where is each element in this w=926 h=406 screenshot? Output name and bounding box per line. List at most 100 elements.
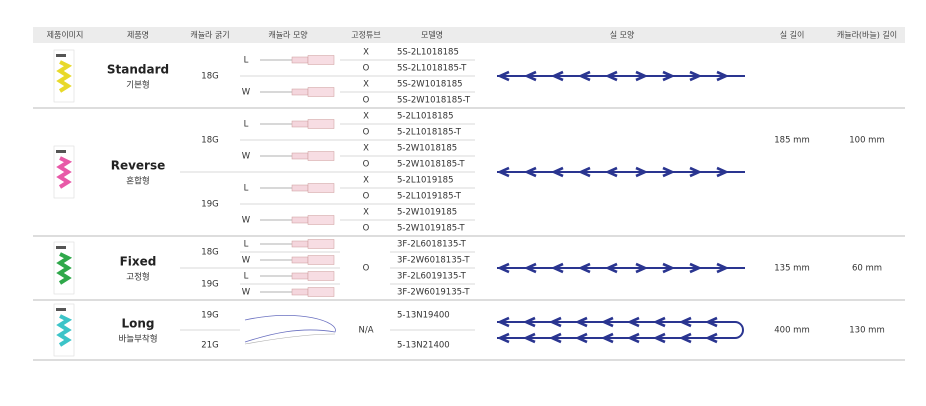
thread-barb <box>496 316 510 328</box>
header-cell: 제품이미지 <box>47 30 84 40</box>
header-cell: 모델명 <box>421 30 443 40</box>
cannula-hub <box>291 184 309 192</box>
model-cell: 3F-2L6018135-T <box>397 240 467 250</box>
gauge-cell: 19G <box>201 280 218 290</box>
product-type: 고정형 <box>126 272 149 283</box>
tube-cell: X <box>363 144 369 154</box>
cannula-grip <box>307 255 335 265</box>
thread-barb <box>496 262 510 274</box>
model-cell: 5-2W1018185 <box>397 144 457 154</box>
thread-barb <box>662 70 676 82</box>
cannula-hub <box>291 272 309 280</box>
shape-cell: W <box>242 88 251 98</box>
thread-barb <box>550 166 564 178</box>
model-cell: 5S-2L1018185-T <box>397 64 467 74</box>
thread-barb <box>577 70 591 82</box>
cannula-length: 130 mm <box>849 326 885 336</box>
cannula-curve <box>244 333 336 345</box>
thread-barb <box>577 262 591 274</box>
thread-barb <box>604 166 618 178</box>
thread-barb <box>522 332 536 344</box>
thread-barb <box>635 166 649 178</box>
thread-barb <box>635 70 649 82</box>
header-cell: 캐뉼라 모양 <box>268 31 308 40</box>
tube-cell: O <box>363 160 370 170</box>
tube-cell: X <box>363 112 369 122</box>
header-cell: 캐뉼라 굵기 <box>190 31 229 40</box>
product-type: 바늘부착형 <box>118 334 157 345</box>
cannula-hub <box>291 240 309 248</box>
model-cell: 5-13N21400 <box>397 341 450 351</box>
model-cell: 5S-2W1018185-T <box>397 96 471 106</box>
product-type: 기본형 <box>126 81 149 91</box>
shape-cell: W <box>242 288 251 298</box>
cannula-hub <box>291 256 309 264</box>
tube-cell: O <box>363 264 370 274</box>
product-name: Reverse <box>111 159 166 173</box>
thread-barb <box>662 166 676 178</box>
shape-cell: L <box>244 240 249 250</box>
shape-cell: L <box>244 56 249 66</box>
cannula-grip <box>307 215 335 225</box>
gauge-cell: 19G <box>201 311 218 321</box>
thread-barb <box>523 70 537 82</box>
tube-cell: X <box>363 176 369 186</box>
cannula-hub <box>291 88 309 96</box>
cannula-grip <box>307 183 335 193</box>
gauge-cell: 18G <box>201 248 218 258</box>
shape-cell: W <box>242 256 251 266</box>
thread-barb <box>678 316 692 328</box>
product-name: Long <box>121 317 154 331</box>
cannula-hub <box>291 288 309 296</box>
cannula-grip <box>307 87 335 97</box>
tube-cell: X <box>363 48 369 58</box>
tube-cell: X <box>363 208 369 218</box>
thread-length: 400 mm <box>774 326 810 336</box>
model-cell: 5-2L1019185-T <box>397 192 462 202</box>
thread-barb <box>548 332 562 344</box>
thread-barb <box>689 262 703 274</box>
model-cell: 5-13N19400 <box>397 311 450 321</box>
thread-barb <box>550 70 564 82</box>
model-cell: 5-2W1019185 <box>397 208 457 218</box>
header-cell: 실 모양 <box>610 30 635 40</box>
shape-cell: W <box>242 216 251 226</box>
tube-cell: O <box>363 128 370 138</box>
thread-barb <box>635 262 649 274</box>
tube-cell: N/A <box>358 326 373 336</box>
thread-barb <box>689 166 703 178</box>
shape-cell: L <box>244 272 249 282</box>
tube-cell: O <box>363 192 370 202</box>
header-cell: 캐뉼라(바늘) 길이 <box>837 30 897 40</box>
gauge-cell: 19G <box>201 200 218 210</box>
model-cell: 5S-2W1018185 <box>397 80 463 90</box>
thread-barb <box>523 166 537 178</box>
thread-barb <box>704 332 718 344</box>
thread-barb <box>704 316 718 328</box>
thread-barb <box>577 166 591 178</box>
thread-barb <box>574 316 588 328</box>
tube-cell: O <box>363 96 370 106</box>
thread-barb <box>678 332 692 344</box>
thread-barb <box>496 332 510 344</box>
model-cell: 5-2W1018185-T <box>397 160 465 170</box>
thread-barb <box>574 332 588 344</box>
product-image <box>53 145 75 199</box>
cannula-grip <box>307 151 335 161</box>
cannula-hub <box>291 152 309 160</box>
thread-barb <box>496 70 510 82</box>
product-image <box>53 49 75 103</box>
thread-barb <box>689 70 703 82</box>
product-thread <box>56 252 73 285</box>
gauge-cell: 18G <box>201 72 218 82</box>
cannula-grip <box>307 271 335 281</box>
thread-barb <box>604 70 618 82</box>
thread-barb <box>652 316 666 328</box>
product-name: Standard <box>107 63 169 77</box>
thread-barb <box>600 332 614 344</box>
thread-barb <box>550 262 564 274</box>
cannula-curve <box>244 314 336 343</box>
cannula-grip <box>307 287 335 297</box>
product-thread <box>56 156 73 189</box>
